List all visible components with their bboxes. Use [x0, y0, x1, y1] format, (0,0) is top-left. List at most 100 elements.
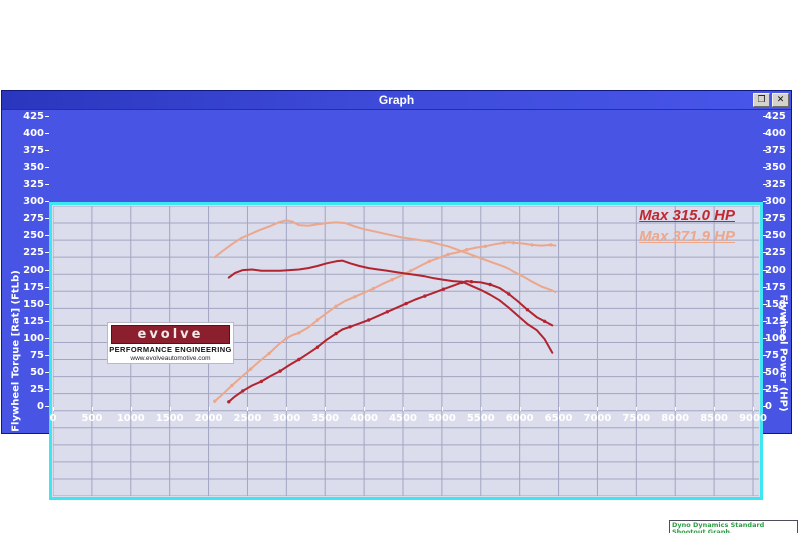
- y-left-tick-label: 400: [23, 128, 44, 140]
- close-button[interactable]: ✕: [772, 93, 789, 107]
- x-tick-label: 7500: [622, 413, 651, 424]
- evolve-logo: evolve PERFORMANCE ENGINEERING www.evolv…: [107, 322, 234, 364]
- tick-mark: [286, 407, 288, 411]
- tick-mark: [45, 354, 49, 356]
- tick-mark: [763, 371, 767, 373]
- y-left-tick-label: 375: [23, 145, 44, 157]
- tick-mark: [45, 252, 49, 254]
- x-tick-label: 500: [81, 413, 103, 424]
- run1-power-hp-marker: [525, 308, 530, 312]
- x-tick-label: 5000: [427, 413, 456, 424]
- run1-power-hp-marker: [227, 400, 231, 404]
- run1-power-hp-marker: [385, 310, 390, 314]
- tick-mark: [763, 354, 767, 356]
- run1-power-hp-marker: [278, 369, 282, 373]
- tick-mark: [45, 286, 49, 288]
- restore-button[interactable]: ❐: [753, 93, 770, 107]
- y-right-tick-label: 175: [765, 281, 786, 293]
- info-table-header: Dyno Dynamics Standard Shootout Graph.: [670, 521, 797, 533]
- window-title: Graph: [378, 93, 415, 107]
- y-right-tick-label: 250: [765, 230, 786, 242]
- tick-mark: [558, 407, 560, 411]
- x-tick-label: 2000: [194, 413, 223, 424]
- x-tick-label: 4000: [350, 413, 379, 424]
- tick-mark: [45, 133, 49, 135]
- tick-mark: [636, 407, 638, 411]
- y-right-tick-label: 325: [765, 179, 786, 191]
- x-tick-label: 3500: [311, 413, 340, 424]
- tick-mark: [45, 184, 49, 186]
- run2-power-hp-marker: [530, 243, 534, 247]
- x-tick-label: 8000: [661, 413, 690, 424]
- x-tick-label: 3000: [272, 413, 301, 424]
- x-tick-label: 9000: [739, 413, 767, 424]
- tick-mark: [45, 150, 49, 152]
- tick-mark: [597, 407, 599, 411]
- tick-mark: [763, 133, 767, 135]
- tick-mark: [763, 269, 767, 271]
- y-left-tick-label: 225: [23, 247, 44, 259]
- run1-power-hp-marker: [441, 287, 446, 291]
- tick-mark: [519, 407, 521, 411]
- x-tick-label: 4500: [389, 413, 417, 424]
- run1-power-hp-marker: [348, 325, 352, 329]
- tick-mark: [45, 201, 49, 203]
- run2-power-hp-marker: [334, 304, 338, 308]
- y-right-tick-label: 125: [765, 315, 786, 327]
- run2-power-hp-marker: [267, 351, 271, 356]
- tick-mark: [53, 407, 54, 411]
- tick-mark: [45, 337, 49, 339]
- y-right-tick-label: 25: [765, 383, 779, 395]
- y-right-tick-label: 425: [765, 111, 786, 122]
- run1-power-hp-marker: [460, 280, 464, 285]
- tick-mark: [763, 235, 767, 237]
- x-tick-label: 1500: [155, 413, 184, 424]
- run2-power-hp-marker: [371, 286, 376, 291]
- x-tick-label: 2500: [233, 413, 262, 424]
- tick-mark: [403, 407, 404, 411]
- run1-power-hp-marker: [404, 301, 408, 306]
- tick-mark: [763, 201, 767, 203]
- tick-mark: [763, 218, 767, 220]
- logo-url: www.evolveautomotive.com: [130, 355, 211, 362]
- run2-torque-ftlb-curve: [213, 219, 557, 293]
- tick-mark: [45, 303, 49, 305]
- tick-mark: [753, 407, 754, 411]
- run1-power-hp-marker: [315, 345, 320, 349]
- tick-mark: [45, 235, 49, 237]
- tick-mark: [208, 407, 210, 411]
- run2-power-hp-marker: [409, 269, 413, 273]
- right-axis-title: Flywheel Power (HP): [777, 294, 789, 412]
- run1-power-hp-marker: [259, 379, 264, 384]
- left-axis-title: Flywheel Torque [Rat] (FtLb): [10, 270, 22, 432]
- y-right-tick-label: 375: [765, 145, 786, 157]
- y-right-tick-label: 0: [765, 401, 772, 412]
- tick-mark: [45, 388, 49, 390]
- y-right-tick-label: 50: [765, 366, 779, 378]
- tick-mark: [91, 407, 93, 411]
- tick-mark: [169, 407, 171, 411]
- x-tick-label: 5500: [466, 413, 495, 424]
- info-table-header-line1: Dyno Dynamics Standard: [672, 521, 765, 529]
- tick-mark: [763, 337, 767, 339]
- run1-power-hp-marker: [297, 357, 301, 362]
- run2-power-hp-marker: [213, 399, 217, 403]
- tick-mark: [247, 407, 249, 411]
- y-right-tick-label: 225: [765, 247, 786, 259]
- x-tick-label: 8500: [700, 413, 729, 424]
- tick-mark: [441, 407, 443, 411]
- run1-power-hp-curve: [227, 280, 554, 403]
- tick-mark: [763, 167, 767, 169]
- run2-power-hp-marker: [483, 244, 488, 248]
- y-left-tick-label: 350: [23, 162, 44, 174]
- y-left-tick-label: 25: [30, 383, 44, 395]
- x-tick-label: 0: [49, 413, 57, 424]
- run1-power-hp-marker: [241, 389, 245, 393]
- y-right-tick-label: 300: [765, 196, 786, 208]
- title-bar[interactable]: Graph ❐ ✕: [2, 91, 791, 110]
- max-power-primary: Max 315.0 HP: [639, 207, 735, 224]
- info-table-header-line2: Shootout Graph.: [672, 527, 733, 533]
- y-left-tick-label: 200: [23, 264, 44, 276]
- run1-power-hp-marker: [488, 282, 492, 287]
